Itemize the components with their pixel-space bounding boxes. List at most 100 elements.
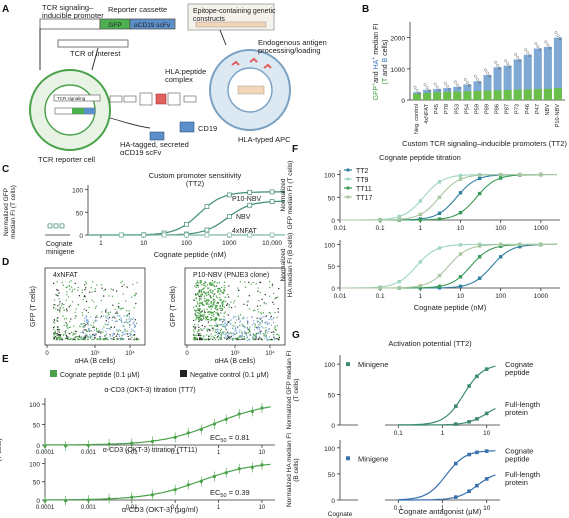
d-cell-dot-blue	[85, 333, 87, 335]
e-point	[86, 443, 90, 448]
d-cell-dot-high	[200, 298, 202, 300]
d-cell-dot-blue	[230, 323, 232, 325]
d-cell-dot	[199, 312, 201, 314]
d-cell-dot	[58, 292, 60, 294]
b-bar-gfp	[503, 90, 512, 100]
d-cell-dot	[65, 337, 67, 339]
g-minigene-label: Minigene	[358, 454, 388, 463]
d-cell-dot	[68, 281, 71, 283]
e-point	[224, 471, 228, 475]
d-cell-dot	[220, 328, 223, 330]
g-point	[454, 495, 458, 499]
f-series-line	[340, 173, 557, 221]
c-point	[247, 202, 253, 208]
d-cell-dot	[137, 338, 139, 341]
d-cell-dot	[109, 334, 111, 336]
g-series-line	[398, 474, 496, 501]
d-cell-dot-high	[211, 283, 213, 285]
d-cell-dot	[56, 281, 58, 283]
d-cell-dot	[123, 284, 125, 286]
panel-letters: A B C D E F G	[2, 4, 369, 365]
d-cell-dot	[214, 334, 216, 337]
d-cell-dot	[126, 314, 128, 317]
d-cell-dot	[60, 305, 62, 307]
d-cell-dot-high	[210, 284, 212, 286]
d-cell-dot-blue	[108, 321, 110, 323]
d-cell-dot-blue	[232, 339, 234, 341]
d-cell-dot	[74, 336, 76, 338]
d-cell-dot	[217, 324, 219, 326]
d-cell-dot	[193, 327, 195, 329]
d-cell-dot	[215, 331, 217, 334]
d-cell-dot-high	[199, 280, 201, 282]
d-cell-dot-high	[216, 313, 219, 315]
d-cell-dot	[208, 329, 211, 331]
d-cell-dot	[100, 332, 102, 334]
d-cell-dot-high	[219, 299, 221, 301]
d-cell-dot-high	[195, 314, 197, 316]
d-cell-dot-blue	[227, 333, 229, 335]
d-cell-dot-blue	[259, 317, 261, 319]
b-dot	[498, 66, 501, 70]
d-cell-dot	[73, 338, 75, 341]
d-cell-dot	[93, 326, 95, 329]
e-point	[250, 409, 254, 413]
f-ytick-label: 0	[331, 286, 335, 293]
d-cell-dot	[95, 329, 98, 331]
f-series-line	[340, 173, 557, 221]
b-ytick-label: 2000	[391, 36, 406, 43]
d-cell-dot-high	[197, 303, 199, 305]
d-cell-dot	[133, 338, 135, 341]
d-cell-dot	[94, 288, 96, 290]
b-category-label: P78	[444, 104, 450, 114]
d-cell-dot	[66, 291, 68, 293]
d-cell-dot	[78, 295, 81, 297]
d-cell-dot-blue	[221, 323, 223, 325]
epitope-label: Epitope-containing genetic constructs	[193, 8, 276, 23]
d-cell-dot-blue	[81, 338, 83, 340]
e-fit-line	[45, 406, 271, 446]
d-cell-dot	[67, 327, 69, 329]
d-cell-dot-high	[207, 301, 209, 303]
g-minigene-xlabel-line: Cognate	[328, 511, 353, 518]
d-cell-dot	[84, 288, 86, 291]
d-cell-dot-blue	[83, 320, 86, 322]
f-point	[418, 199, 423, 203]
d-cell-dot	[56, 328, 59, 331]
d-cell-dot	[212, 327, 215, 329]
d-cell-dot-high	[217, 288, 219, 290]
d-cell-dot-high	[196, 280, 198, 282]
d-cell-dot-high	[214, 288, 216, 290]
d-cell-dot	[249, 330, 251, 332]
d-cell-dot	[55, 338, 57, 340]
d-cell-dot	[202, 337, 204, 339]
d-cell-dot-blue	[118, 315, 120, 317]
f-series-line	[340, 243, 557, 289]
d-cell-dot-blue	[106, 332, 108, 335]
b-category-label: P89	[485, 104, 491, 114]
d-cell-dot	[275, 329, 277, 331]
d-cell-dot	[107, 324, 109, 326]
d-cell-dot	[214, 331, 216, 333]
d-cell-dot-blue	[222, 332, 224, 334]
b-bar-gfp	[473, 90, 482, 100]
d-cell-dot	[86, 330, 89, 332]
g-point	[475, 450, 479, 455]
g-ytick-label: 0	[331, 423, 335, 430]
d-cell-dot	[241, 333, 243, 335]
d-cell-dot-blue	[96, 320, 98, 322]
g-xtick-label: 10	[483, 430, 491, 437]
d-cell-dot-blue	[87, 328, 90, 330]
c-series-label-4xnfat: 4xNFAT	[232, 228, 257, 235]
ha-scfv-label: HA-tagged, secreted αCD19 scFv	[120, 140, 189, 157]
e-ytick-label: 50	[33, 423, 41, 430]
d-cell-dot-blue	[106, 317, 108, 319]
d-cell-dot-blue	[133, 324, 136, 326]
d-cell-dot	[54, 332, 57, 334]
d-cell-dot	[126, 310, 128, 312]
c-minigene-label-line: Cognate	[46, 241, 73, 248]
d-cell-dot	[109, 311, 111, 313]
d-cell-dot-blue	[259, 322, 261, 324]
d-cell-dot-blue	[272, 321, 275, 324]
d-cell-dot-blue	[112, 335, 114, 337]
